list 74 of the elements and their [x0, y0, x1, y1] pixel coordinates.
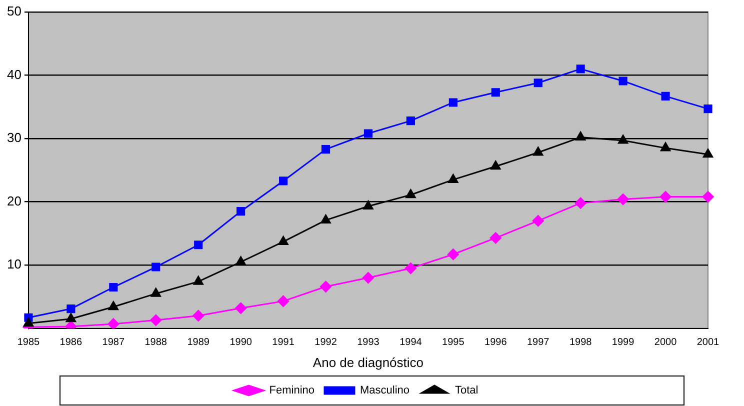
- point: [532, 215, 544, 227]
- x-tick-label: 1996: [484, 337, 508, 348]
- point: [404, 262, 416, 274]
- point: [66, 313, 76, 322]
- legend-label: Feminino: [269, 384, 314, 397]
- point: [490, 160, 501, 170]
- point: [278, 295, 290, 307]
- point: [364, 129, 373, 138]
- x-tick-label: 1991: [272, 337, 295, 348]
- point: [150, 314, 162, 326]
- point: [660, 142, 671, 152]
- point: [192, 310, 204, 322]
- x-tick-label: 2001: [696, 337, 720, 348]
- point: [618, 134, 628, 144]
- point: [704, 104, 712, 114]
- point: [152, 262, 160, 272]
- point: [617, 194, 629, 206]
- point: [150, 288, 161, 297]
- point: [702, 191, 714, 203]
- point: [108, 318, 120, 328]
- point: [534, 78, 542, 88]
- x-tick-label: 1986: [60, 337, 82, 348]
- point: [660, 191, 672, 203]
- point: [320, 280, 332, 292]
- point: [279, 176, 288, 186]
- point: [320, 214, 331, 224]
- y-tick-label: 50: [6, 4, 22, 19]
- x-tick-label: 1989: [187, 337, 210, 348]
- x-tick-label: 1993: [357, 337, 380, 348]
- x-axis-title: Ano de diagnóstico: [312, 354, 424, 370]
- legend-label: Masculino: [360, 384, 410, 397]
- x-tick-label: 2000: [654, 337, 678, 348]
- point: [363, 200, 374, 210]
- x-tick-label: 1994: [400, 337, 422, 348]
- point: [194, 240, 203, 250]
- legend-label: Total: [455, 384, 478, 397]
- point: [109, 282, 118, 292]
- point: [406, 116, 415, 126]
- point: [193, 276, 204, 285]
- x-tick-label: 1987: [102, 337, 125, 348]
- point: [702, 148, 714, 158]
- point: [490, 232, 502, 244]
- point: [574, 197, 586, 209]
- point: [362, 272, 374, 284]
- x-tick-label: 1997: [526, 337, 550, 348]
- point: [448, 98, 458, 107]
- y-tick-label: 30: [6, 130, 22, 146]
- point: [321, 145, 330, 154]
- x-tick-label: 1990: [230, 337, 252, 348]
- x-tick-label: 1992: [314, 337, 338, 348]
- point: [278, 236, 288, 245]
- point: [108, 301, 118, 310]
- point: [66, 304, 76, 314]
- x-tick-label: 1995: [442, 337, 465, 348]
- y-tick-label: 40: [6, 66, 22, 82]
- point: [236, 256, 246, 266]
- y-tick-label: 10: [6, 256, 22, 272]
- point: [447, 248, 459, 260]
- point: [235, 302, 247, 314]
- x-tick-label: 1988: [144, 337, 168, 348]
- y-tick-label: 20: [6, 193, 22, 208]
- point: [491, 88, 500, 97]
- point: [406, 189, 416, 198]
- x-tick-label: 1998: [569, 337, 592, 348]
- point: [661, 92, 670, 100]
- point: [448, 174, 458, 183]
- x-tick-label: 1999: [612, 337, 635, 348]
- point: [576, 64, 585, 74]
- point: [576, 132, 586, 141]
- point: [236, 207, 246, 216]
- point: [23, 318, 34, 327]
- x-tick-label: 1985: [17, 337, 40, 348]
- point: [533, 146, 544, 156]
- point: [618, 76, 628, 86]
